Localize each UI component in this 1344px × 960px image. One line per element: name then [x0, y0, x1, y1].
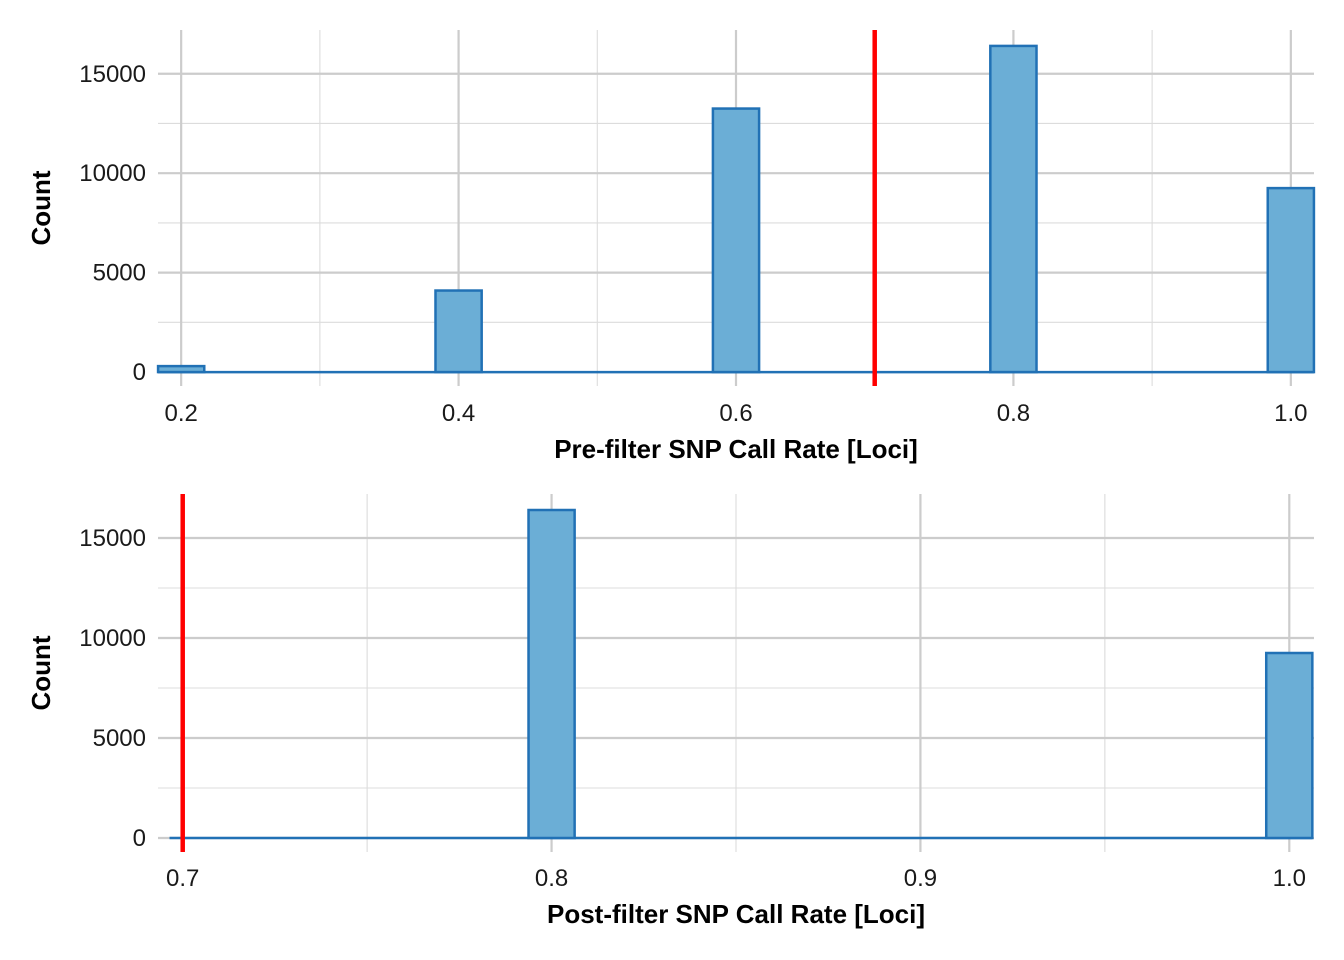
- x-axis-title: Post-filter SNP Call Rate [Loci]: [547, 899, 925, 929]
- y-axis-title: Count: [26, 635, 56, 710]
- y-tick-label: 0: [133, 825, 146, 852]
- x-axis-title: Pre-filter SNP Call Rate [Loci]: [554, 434, 918, 464]
- x-tick-label: 1.0: [1274, 400, 1307, 427]
- x-tick-label: 0.2: [164, 400, 197, 427]
- histogram-bar: [989, 44, 1038, 374]
- histogram-bar: [711, 107, 761, 374]
- histogram-bar: [527, 508, 576, 840]
- y-tick-label: 15000: [79, 61, 146, 88]
- y-tick-label: 5000: [93, 260, 146, 287]
- x-tick-label: 0.8: [997, 400, 1030, 427]
- x-tick-label: 1.0: [1273, 865, 1306, 892]
- y-tick-label: 5000: [93, 725, 146, 752]
- y-tick-label: 10000: [79, 625, 146, 652]
- histogram-pre-filter: 0.2 0.4 0.6 0.8 1.0 0 5000 10000 15000 Pre-filter…: [26, 30, 1316, 464]
- histogram-post-filter: 0.7 0.8 0.9 1.0 0 5000 10000 15000 Post-filter S…: [26, 494, 1314, 929]
- histogram-bar: [434, 289, 483, 374]
- y-tick-label: 15000: [79, 525, 146, 552]
- x-tick-label: 0.4: [442, 400, 475, 427]
- y-axis-title: Count: [26, 170, 56, 245]
- histogram-bar: [1266, 186, 1316, 374]
- x-tick-label: 0.9: [904, 865, 937, 892]
- y-tick-label: 10000: [79, 160, 146, 187]
- histogram-bar: [1264, 651, 1314, 840]
- y-tick-label: 0: [133, 359, 146, 386]
- x-tick-label: 0.8: [535, 865, 568, 892]
- x-tick-label: 0.7: [166, 865, 199, 892]
- x-tick-label: 0.6: [719, 400, 752, 427]
- histogram-bar: [156, 364, 206, 374]
